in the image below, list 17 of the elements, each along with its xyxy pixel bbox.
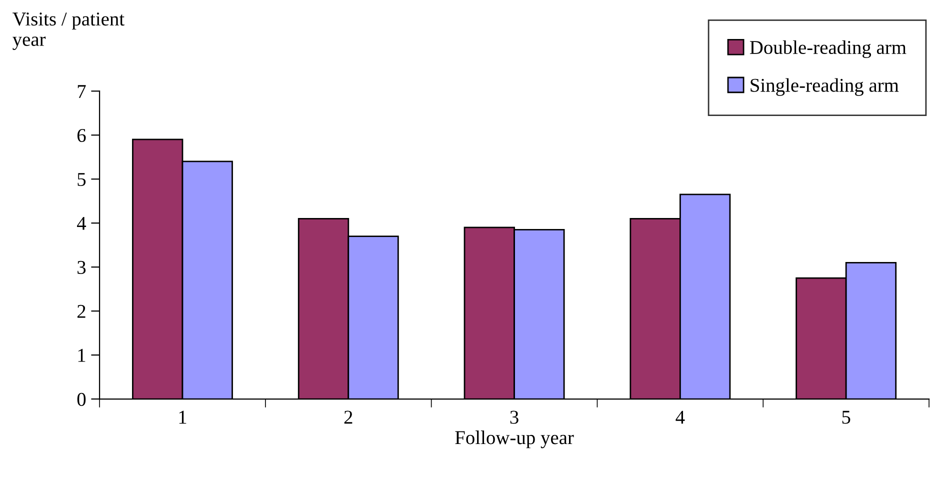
- x-tick-label: 3: [510, 410, 518, 424]
- legend-label: Double-reading arm: [750, 40, 906, 58]
- y-tick-label: 0: [77, 392, 86, 406]
- x-axis-title: Follow-up year: [455, 430, 574, 448]
- x-tick-label: 4: [676, 410, 685, 424]
- y-tick-label: 1: [78, 348, 86, 362]
- y-tick-label: 4: [77, 217, 86, 230]
- x-tick-label: 2: [344, 410, 352, 424]
- x-tick-label: 5: [842, 410, 850, 424]
- y-axis-title: Visits / patient year: [12, 12, 124, 50]
- legend-label: Single-reading arm: [750, 78, 899, 96]
- x-tick-label: 1: [179, 410, 186, 424]
- y-tick-label: 7: [78, 85, 86, 98]
- y-tick-label: 3: [78, 260, 86, 274]
- y-tick-label: 6: [77, 128, 86, 142]
- y-tick-label: 2: [77, 304, 86, 318]
- y-tick-label: 5: [78, 173, 86, 186]
